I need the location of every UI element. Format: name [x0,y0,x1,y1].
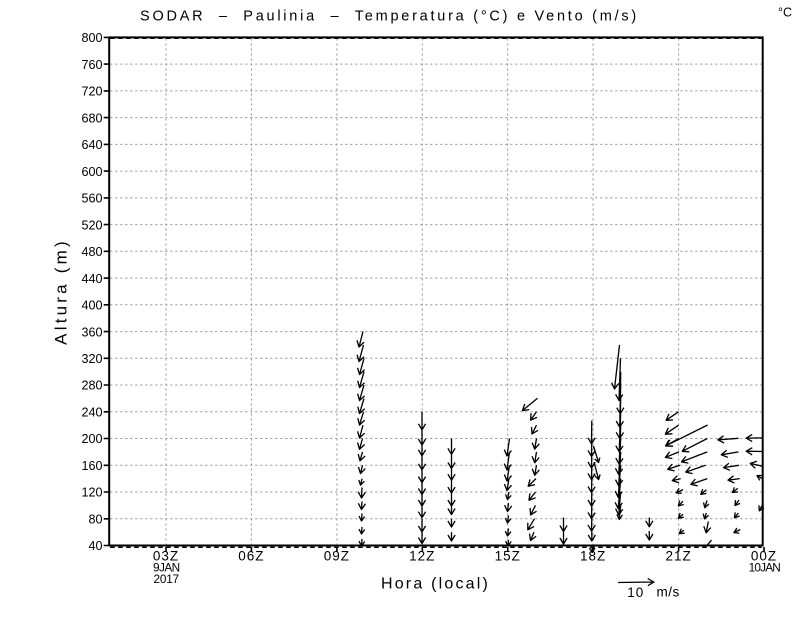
svg-text:40: 40 [88,539,102,553]
svg-text:280: 280 [81,379,102,393]
svg-text:800: 800 [81,31,102,45]
svg-text:21Z: 21Z [665,549,691,564]
svg-text:400: 400 [81,299,102,313]
svg-text:160: 160 [81,459,102,473]
svg-text:640: 640 [81,138,102,152]
svg-text:680: 680 [81,111,102,125]
svg-text:10JAN: 10JAN [749,560,781,574]
svg-text:360: 360 [81,325,102,339]
svg-text:80: 80 [88,513,102,527]
svg-text:SODAR – Paulinia – Tempera: SODAR – Paulinia – Temperatura (°C) e Ve… [140,9,639,25]
svg-text:10: 10 [627,585,644,600]
svg-text:440: 440 [81,272,102,286]
svg-text:Hora (local): Hora (local) [381,576,490,593]
svg-text:760: 760 [81,58,102,72]
svg-text:200: 200 [81,432,102,446]
svg-text:480: 480 [81,245,102,259]
svg-text:720: 720 [81,85,102,99]
svg-text:320: 320 [81,352,102,366]
svg-text:09Z: 09Z [324,549,350,564]
svg-text:18Z: 18Z [580,549,606,564]
svg-text:06Z: 06Z [238,549,264,564]
svg-text:2017: 2017 [153,572,178,586]
svg-text:00Z: 00Z [751,549,777,564]
svg-text:12Z: 12Z [409,549,435,564]
svg-text:9JAN: 9JAN [153,560,180,574]
svg-text:600: 600 [81,165,102,179]
svg-text:520: 520 [81,218,102,232]
svg-text:Altura (m): Altura (m) [52,238,71,345]
svg-text:240: 240 [81,406,102,420]
svg-text:120: 120 [81,486,102,500]
svg-text:560: 560 [81,192,102,206]
svg-text:15Z: 15Z [495,549,521,564]
svg-text:°C: °C [778,6,792,20]
svg-text:m/s: m/s [657,585,680,600]
svg-text:03Z: 03Z [153,549,179,564]
